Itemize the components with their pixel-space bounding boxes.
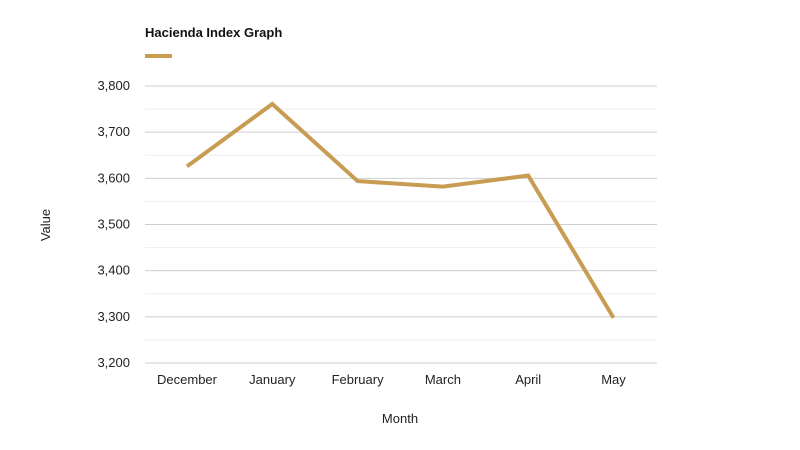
- y-tick-label: 3,500: [97, 217, 130, 232]
- y-axis-ticks: 3,200 3,300 3,400 3,500 3,600 3,700 3,800: [97, 78, 130, 370]
- data-point: [356, 179, 360, 183]
- y-tick-label: 3,800: [97, 78, 130, 93]
- data-point: [185, 164, 189, 168]
- data-point: [526, 174, 530, 178]
- y-tick-label: 3,300: [97, 309, 130, 324]
- x-tick-label: April: [515, 372, 541, 387]
- y-tick-label: 3,700: [97, 124, 130, 139]
- x-tick-label: December: [157, 372, 218, 387]
- chart-title: Hacienda Index Graph: [145, 25, 282, 40]
- y-axis-title: Value: [38, 209, 53, 241]
- x-tick-label: May: [601, 372, 626, 387]
- data-point: [612, 316, 616, 320]
- x-tick-label: February: [332, 372, 385, 387]
- x-axis-ticks: December January February March April May: [157, 372, 626, 387]
- data-point: [441, 185, 445, 189]
- x-tick-label: January: [249, 372, 296, 387]
- x-axis-title: Month: [382, 411, 418, 426]
- gridlines: [145, 85, 657, 364]
- y-tick-label: 3,400: [97, 263, 130, 278]
- data-point: [270, 102, 274, 106]
- y-tick-label: 3,600: [97, 170, 130, 185]
- y-tick-label: 3,200: [97, 355, 130, 370]
- series-layer: [185, 101, 616, 320]
- x-tick-label: March: [425, 372, 461, 387]
- series-line: [185, 101, 616, 319]
